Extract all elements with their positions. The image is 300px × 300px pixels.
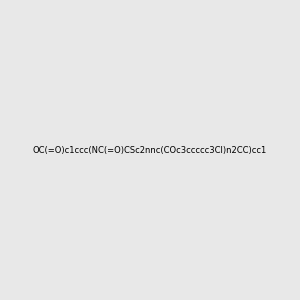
Text: OC(=O)c1ccc(NC(=O)CSc2nnc(COc3ccccc3Cl)n2CC)cc1: OC(=O)c1ccc(NC(=O)CSc2nnc(COc3ccccc3Cl)n… (33, 146, 267, 154)
